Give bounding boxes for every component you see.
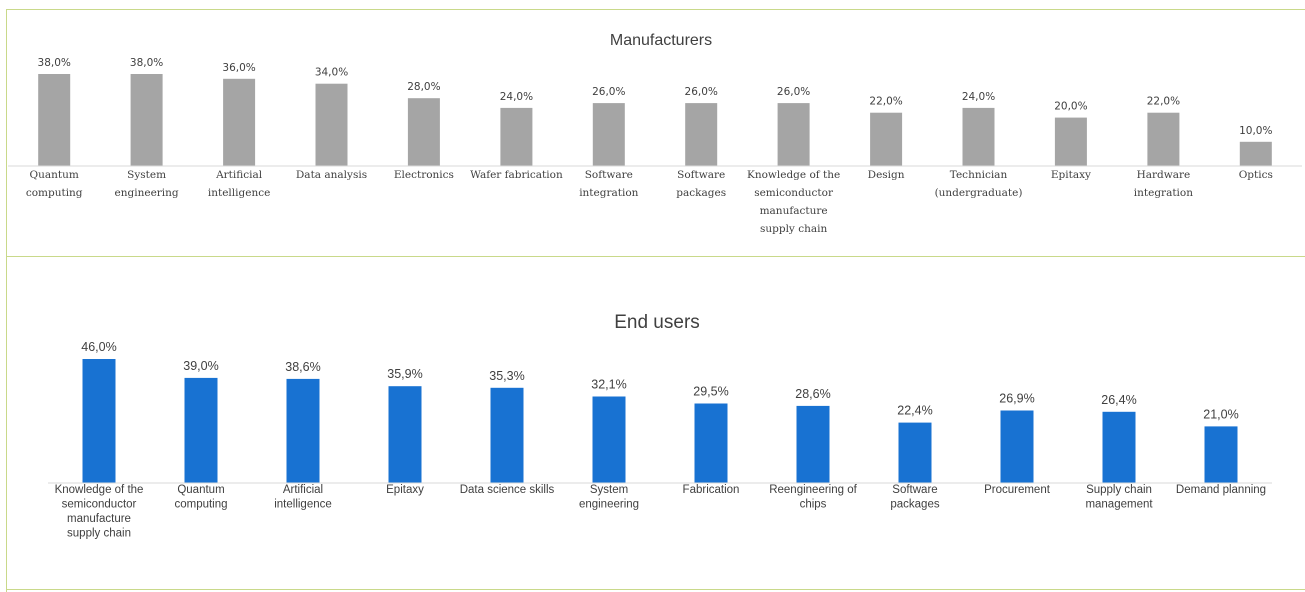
end-users-bar [82, 359, 116, 483]
end-users-bar [898, 422, 932, 483]
manufacturers-category-label: Data analysis [296, 169, 367, 181]
end-users-bar [286, 378, 320, 483]
end-users-bars: 46,0% Knowledge of the semiconductor manufa… [55, 340, 1267, 540]
manufacturers-data-label: 34,0% [315, 67, 348, 79]
end-users-data-label: 35,3% [489, 369, 524, 383]
end-users-category-label: Supply chain management [1085, 484, 1153, 511]
end-users-category-label: Knowledge of the semiconductor manufacture… [55, 484, 144, 540]
end-users-data-label: 35,9% [387, 367, 422, 381]
manufacturers-data-label: 10,0% [1239, 125, 1272, 137]
manufacturers-category-label: Artificial intelligence [208, 169, 270, 199]
end-users-category-label: Procurement [984, 484, 1051, 496]
manufacturers-bar [1054, 117, 1087, 166]
end-users-bar [1204, 426, 1238, 483]
manufacturers-bar [315, 83, 348, 166]
manufacturers-category-label: Knowledge of the semiconductor manufacture… [747, 169, 840, 235]
frame-bottom-border [6, 589, 1305, 590]
manufacturers-category-label: Electronics [394, 169, 454, 181]
manufacturers-bars: 38,0% Quantum computing 38,0% System engineer… [26, 57, 1273, 235]
chart-title-end-users: End users [614, 312, 700, 333]
end-users-bar [184, 377, 218, 483]
manufacturers-category-label: Technician (undergraduate) [935, 169, 1023, 199]
manufacturers-data-label: 26,0% [685, 86, 718, 98]
manufacturers-data-label: 24,0% [500, 91, 533, 103]
manufacturers-bar [500, 107, 533, 166]
manufacturers-data-label: 26,0% [777, 86, 810, 98]
manufacturers-data-label: 22,0% [1147, 96, 1180, 108]
end-users-data-label: 26,4% [1101, 393, 1136, 407]
end-users-bar [694, 403, 728, 483]
end-users-category-label: Quantum computing [174, 484, 227, 511]
manufacturers-bar [870, 112, 903, 166]
manufacturers-category-label: Hardware integration [1134, 169, 1193, 199]
end-users-data-label: 39,0% [183, 359, 218, 373]
manufacturers-data-label: 22,0% [869, 96, 902, 108]
manufacturers-category-label: Wafer fabrication [470, 169, 563, 181]
end-users-data-label: 46,0% [81, 340, 116, 354]
manufacturers-category-label: Software packages [676, 169, 726, 199]
manufacturers-bar [1239, 141, 1272, 166]
end-users-category-label: Epitaxy [386, 484, 424, 496]
manufacturers-bar [777, 103, 810, 166]
end-users-category-label: Fabrication [683, 484, 740, 496]
end-users-category-label: System engineering [579, 484, 639, 511]
manufacturers-data-label: 28,0% [407, 81, 440, 93]
end-users-category-label: Artificial intelligence [274, 484, 332, 511]
end-users-data-label: 26,9% [999, 392, 1034, 406]
manufacturers-category-label: Software integration [579, 169, 638, 199]
end-users-bar [592, 396, 626, 483]
manufacturers-bar [592, 103, 625, 166]
end-users-data-label: 29,5% [693, 385, 728, 399]
end-users-category-label: Software packages [890, 484, 939, 511]
frame-left-border [6, 9, 7, 592]
manufacturers-data-label: 36,0% [222, 62, 255, 74]
manufacturers-bar [223, 78, 256, 166]
end-users-bar [796, 405, 830, 483]
manufacturers-bar [407, 98, 440, 166]
end-users-bar [1102, 411, 1136, 483]
end-users-bar [388, 386, 422, 483]
manufacturers-data-label: 38,0% [130, 57, 163, 69]
end-users-bar [490, 387, 524, 483]
end-users-chart: End users 46,0% Knowledge of the semicondu… [48, 312, 1272, 540]
panel-divider [6, 256, 1305, 257]
end-users-data-label: 38,6% [285, 360, 320, 374]
manufacturers-data-label: 20,0% [1054, 101, 1087, 113]
manufacturers-data-label: 24,0% [962, 91, 995, 103]
manufacturers-data-label: 26,0% [592, 86, 625, 98]
end-users-data-label: 28,6% [795, 387, 830, 401]
manufacturers-category-label: Quantum computing [26, 169, 83, 199]
manufacturers-data-label: 38,0% [38, 57, 71, 69]
manufacturers-category-label: Optics [1239, 169, 1273, 181]
frame-top-border [6, 9, 1305, 10]
end-users-category-label: Reengineering of chips [769, 484, 857, 511]
manufacturers-bar [130, 74, 163, 166]
end-users-category-label: Demand planning [1176, 484, 1266, 496]
end-users-data-label: 22,4% [897, 404, 932, 418]
chart-title-manufacturers: Manufacturers [610, 32, 712, 49]
manufacturers-bar [685, 103, 718, 166]
manufacturers-category-label: Epitaxy [1051, 169, 1091, 181]
manufacturers-category-label: System engineering [115, 169, 179, 199]
end-users-bar [1000, 410, 1034, 483]
manufacturers-bar [1147, 112, 1180, 166]
end-users-data-label: 32,1% [591, 378, 626, 392]
manufacturers-chart: Manufacturers 38,0%Quantum computing38,0%… [8, 32, 1302, 235]
end-users-data-label: 21,0% [1203, 407, 1238, 421]
end-users-category-label: Data science skills [460, 484, 555, 496]
manufacturers-bar [962, 107, 995, 166]
manufacturers-category-label: Design [868, 169, 905, 181]
manufacturers-bar [38, 74, 71, 166]
